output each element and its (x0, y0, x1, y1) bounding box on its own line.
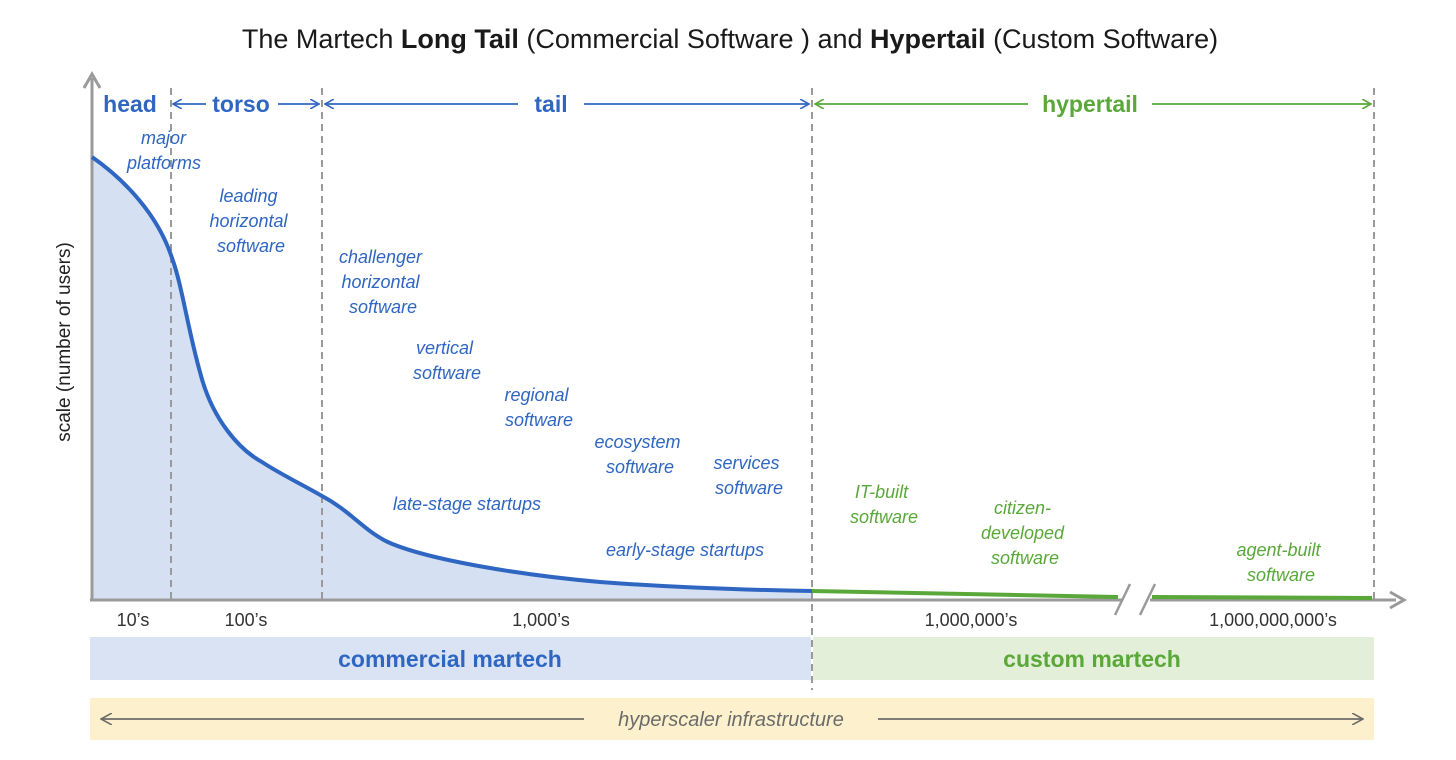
label-major-platforms: major platforms (126, 128, 201, 173)
custom-martech-band (813, 637, 1374, 680)
long-tail-curve (90, 155, 813, 593)
axis-break-mark (1113, 583, 1132, 616)
x-tick-10s: 10’s (117, 610, 150, 630)
segment-tail: tail (534, 91, 567, 117)
chart-title: The Martech Long Tail (Commercial Softwa… (242, 24, 1218, 54)
segment-head: head (103, 91, 157, 117)
label-ecosystem-software: ecosystem software (594, 432, 685, 477)
x-tick-billions: 1,000,000,000’s (1209, 610, 1337, 630)
hyperscaler-infrastructure-label: hyperscaler infrastructure (618, 709, 844, 731)
x-tick-millions: 1,000,000’s (925, 610, 1018, 630)
label-citizen-developed-software: citizen- developed software (981, 498, 1069, 568)
custom-martech-label: custom martech (1003, 646, 1181, 672)
commercial-martech-band (90, 637, 811, 680)
segment-hypertail: hypertail (1042, 91, 1138, 117)
x-tick-100s: 100’s (225, 610, 268, 630)
long-tail-area (92, 157, 812, 600)
label-it-built-software: IT-built software (850, 482, 918, 527)
label-leading-horizontal: leading horizontal software (209, 186, 292, 256)
hypertail-curve-1 (811, 589, 1119, 599)
x-axis-arrowhead (1389, 590, 1408, 610)
commercial-martech-label: commercial martech (338, 646, 562, 672)
axis-break-mark (1138, 583, 1157, 616)
label-challenger-horizontal: challenger horizontal software (339, 247, 427, 317)
y-axis-arrowhead (82, 70, 102, 89)
y-axis-label: scale (number of users) (54, 242, 75, 442)
segment-torso: torso (212, 91, 270, 117)
x-tick-1000s: 1,000’s (512, 610, 570, 630)
label-vertical-software: vertical software (413, 338, 481, 383)
label-late-stage-startups: late-stage startups (393, 494, 541, 514)
hypertail-curve-2 (1151, 595, 1373, 600)
label-agent-built-software: agent-built software (1236, 540, 1325, 585)
label-services-software: services software (713, 453, 784, 498)
label-early-stage-startups: early-stage startups (606, 540, 764, 560)
label-regional-software: regional software (504, 385, 573, 430)
